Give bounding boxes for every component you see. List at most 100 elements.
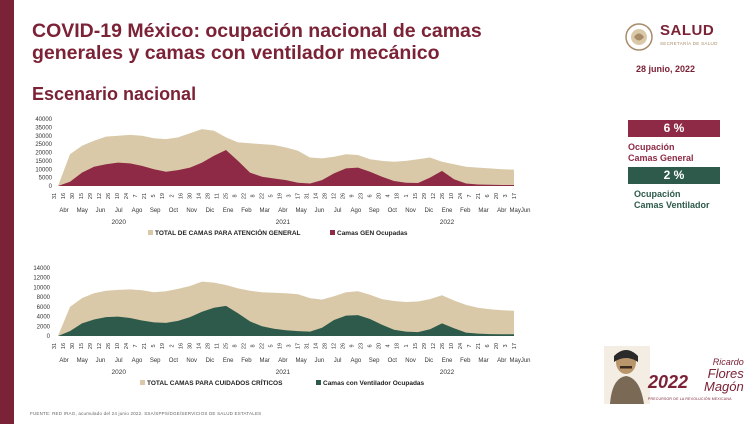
chart1-month-1: May: [77, 208, 88, 214]
left-accent-bar: [0, 0, 14, 424]
chart1-month-14: Jun: [315, 208, 325, 214]
chart2-day-tick-24: 5: [268, 344, 274, 347]
chart1-day-tick-43: 26: [440, 193, 446, 199]
chart1-day-tick-5: 12: [97, 193, 103, 199]
chart2-month-14: Jun: [315, 358, 325, 364]
chart1-day-tick-16: 14: [196, 193, 202, 199]
chart1-day-tick-17: 28: [205, 193, 211, 199]
chart2-day-tick-13: 2: [169, 344, 175, 347]
chart1-day-tick-4: 29: [88, 193, 94, 199]
chart1-day-tick-47: 21: [476, 193, 482, 199]
chart2-legend-label-1: Camas con Ventilador Ocupadas: [323, 380, 425, 387]
chart1-month-25: MayJun: [509, 208, 530, 214]
chart2-year-1: 2021: [276, 369, 291, 376]
chart1-day-tick-6: 26: [106, 193, 112, 199]
chart2-month-16: Ago: [350, 358, 361, 364]
chart2-month-0: Abr: [59, 358, 68, 364]
chart1-day-tick-29: 14: [314, 193, 320, 199]
chart1-day-tick-35: 6: [368, 194, 374, 197]
chart1-day-tick-50: 3: [503, 194, 509, 197]
chart1-day-tick-44: 10: [449, 193, 455, 199]
chart2-day-tick-32: 26: [341, 343, 347, 349]
chart1-day-tick-23: 22: [259, 193, 265, 199]
chart1-ytick-5: 25000: [35, 142, 52, 148]
chart1-day-tick-14: 16: [178, 193, 184, 199]
chart2-month-4: Ago: [132, 358, 143, 364]
chart1-day-tick-3: 15: [79, 193, 85, 199]
logo-subtext: SECRETARÍA DE SALUD: [660, 41, 718, 46]
chart1-day-tick-46: 7: [467, 194, 473, 197]
chart1-year-2: 2022: [440, 219, 455, 226]
badge-general-value: 6 %: [628, 120, 720, 137]
chart2-day-tick-39: 1: [404, 344, 410, 347]
salud-logo-icon: [625, 23, 653, 51]
chart2-day-tick-5: 12: [97, 343, 103, 349]
chart2-day-tick-25: 19: [277, 343, 283, 349]
chart1-ytick-2: 10000: [35, 167, 52, 173]
chart2-ytick-0: 0: [47, 334, 51, 340]
chart2-month-20: Dic: [424, 358, 433, 364]
chart2-month-13: May: [295, 358, 306, 364]
chart1-day-tick-13: 2: [169, 194, 175, 197]
chart2-ytick-3: 6000: [37, 305, 51, 311]
chart2-month-12: Abr: [278, 358, 287, 364]
chart2-ytick-1: 2000: [37, 324, 51, 330]
chart1-month-20: Dic: [424, 208, 433, 214]
chart1-ytick-1: 5000: [39, 176, 53, 182]
chart1-month-10: Feb: [241, 208, 252, 214]
chart2-month-22: Feb: [460, 358, 471, 364]
chart2-month-18: Oct: [388, 358, 398, 364]
chart1-month-11: Mar: [259, 208, 269, 214]
chart2-day-tick-35: 6: [368, 344, 374, 347]
chart2-day-tick-11: 5: [151, 344, 157, 347]
chart1-day-tick-37: 4: [386, 194, 392, 197]
chart2-day-tick-41: 29: [422, 343, 428, 349]
chart2-day-tick-3: 15: [79, 343, 85, 349]
branding-name-line2: Flores: [707, 366, 744, 381]
chart1-day-tick-8: 24: [124, 193, 130, 199]
chart2-day-tick-31: 12: [332, 343, 338, 349]
chart2-day-tick-38: 18: [395, 343, 401, 349]
chart2-day-tick-2: 30: [70, 343, 76, 349]
chart1-month-18: Oct: [388, 208, 398, 214]
logo-text: SALUD: [660, 22, 715, 39]
chart2-day-tick-36: 20: [377, 343, 383, 349]
chart2-month-5: Sep: [150, 358, 161, 364]
chart2-day-tick-7: 10: [115, 343, 121, 349]
chart1-month-2: Jun: [96, 208, 106, 214]
chart2-day-tick-33: 9: [350, 344, 356, 347]
chart1-ytick-6: 30000: [35, 134, 52, 140]
source-footer: FUENTE: RED IRAG, acumulado del 24 junio…: [30, 411, 262, 416]
chart1-day-tick-41: 29: [422, 193, 428, 199]
chart1-legend-swatch-0: [148, 230, 153, 235]
chart1-day-tick-22: 8: [250, 194, 256, 197]
chart2-month-19: Nov: [405, 358, 416, 364]
chart2-month-24: Abr: [497, 358, 506, 364]
chart2-day-tick-43: 26: [440, 343, 446, 349]
chart2-day-tick-19: 25: [223, 343, 229, 349]
chart2-day-tick-22: 8: [250, 344, 256, 347]
badge-general-label: Ocupación Camas General: [628, 142, 694, 164]
chart2-day-tick-14: 16: [178, 343, 184, 349]
chart1-month-8: Dic: [206, 208, 215, 214]
chart2-day-tick-50: 3: [503, 344, 509, 347]
chart1-month-19: Nov: [405, 208, 416, 214]
chart1-day-tick-18: 11: [214, 193, 220, 199]
chart1-month-6: Oct: [169, 208, 179, 214]
chart1-day-tick-40: 15: [413, 193, 419, 199]
chart2-day-tick-21: 22: [241, 343, 247, 349]
chart2-day-tick-26: 3: [287, 344, 293, 347]
chart2-month-8: Dic: [206, 358, 215, 364]
chart2-day-tick-45: 24: [458, 343, 464, 349]
chart1-day-tick-32: 26: [341, 193, 347, 199]
chart2-month-17: Sep: [369, 358, 380, 364]
chart1-ytick-8: 40000: [35, 117, 52, 123]
chart1-series-1-area: [58, 150, 514, 186]
chart2-ytick-7: 14000: [33, 266, 50, 272]
chart1-month-16: Ago: [350, 208, 361, 214]
chart1-day-tick-9: 7: [133, 194, 139, 197]
chart2-day-tick-10: 21: [142, 343, 148, 349]
chart2-month-7: Nov: [186, 358, 197, 364]
chart1-month-7: Nov: [186, 208, 197, 214]
